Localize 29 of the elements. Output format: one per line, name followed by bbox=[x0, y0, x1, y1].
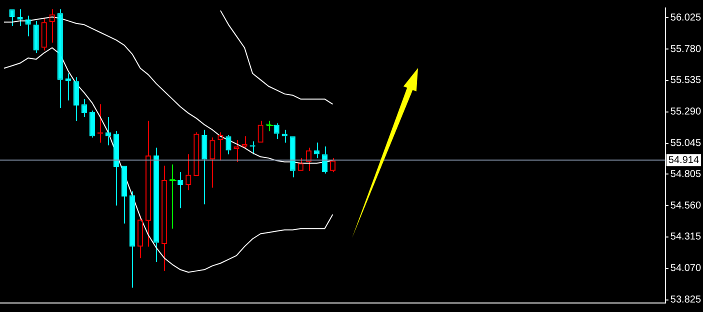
y-tick-label: 56.025 bbox=[670, 12, 702, 24]
candlestick bbox=[105, 116, 112, 146]
candlestick bbox=[178, 172, 184, 209]
y-tick-label: 55.535 bbox=[670, 75, 702, 86]
candlestick bbox=[33, 20, 39, 54]
candlestick bbox=[202, 129, 208, 205]
y-tick-label: 54.315 bbox=[670, 232, 702, 243]
y-tick-label: 54.070 bbox=[670, 263, 702, 274]
candlestick bbox=[322, 146, 328, 174]
candlestick bbox=[129, 190, 136, 288]
candlestick bbox=[57, 8, 63, 109]
y-tick-label: 53.825 bbox=[670, 294, 702, 306]
candlestick bbox=[274, 122, 280, 140]
candlestick bbox=[121, 166, 128, 224]
candlestick bbox=[154, 147, 160, 262]
candlestick bbox=[282, 129, 288, 144]
candlestick bbox=[226, 134, 232, 155]
candlestick bbox=[25, 15, 31, 37]
candlestick bbox=[89, 110, 95, 138]
ref-line-label: 54.914 bbox=[668, 154, 700, 166]
candlestick bbox=[17, 8, 23, 26]
y-tick-label: 54.560 bbox=[670, 200, 702, 212]
candlestick bbox=[73, 76, 79, 122]
y-tick-label: 55.780 bbox=[670, 44, 702, 55]
candlestick bbox=[113, 130, 120, 206]
y-tick-label: 54.805 bbox=[670, 168, 702, 180]
y-tick-label: 55.290 bbox=[670, 106, 702, 118]
y-tick-label: 55.045 bbox=[670, 138, 702, 150]
candlestick bbox=[290, 136, 296, 178]
